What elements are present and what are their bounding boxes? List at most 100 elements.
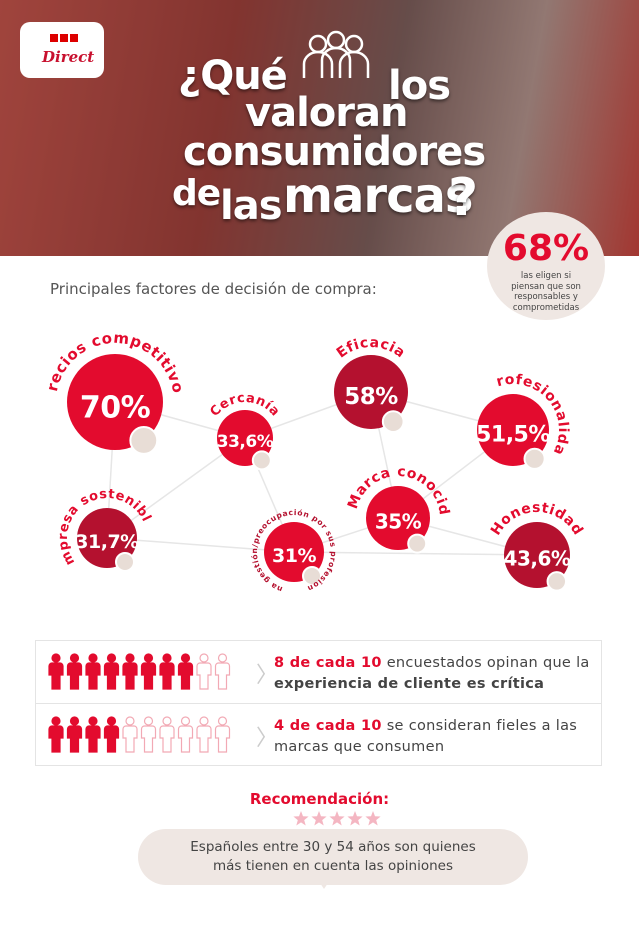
arrow: 〉 [256, 663, 279, 688]
factor-value: 33,6% [217, 432, 274, 452]
icon-badge [523, 447, 546, 470]
icon-badge [251, 450, 272, 471]
header [0, 0, 639, 256]
people-icon [302, 30, 370, 78]
factor-circle [477, 394, 549, 466]
person-head [88, 716, 98, 726]
recommendation-text: Españoles entre 30 y 54 años son quienes… [190, 839, 476, 874]
person-head [51, 716, 61, 726]
person-body [140, 662, 157, 690]
title: consumidores [183, 129, 486, 175]
icon-badge [407, 533, 428, 554]
person-head [162, 716, 172, 726]
person-filled [85, 716, 101, 753]
person-head [199, 653, 209, 663]
person-head [143, 716, 154, 726]
person-body [66, 725, 83, 753]
logo-text: Direct [42, 48, 95, 66]
title: valoran [245, 90, 408, 136]
icon-badge [115, 552, 135, 572]
person-empty [140, 716, 157, 753]
person-empty [122, 716, 138, 753]
title: de [172, 173, 221, 214]
person-filled [103, 653, 120, 690]
title: marcas [283, 168, 473, 224]
people-row [48, 716, 231, 753]
person-empty [214, 716, 231, 753]
person-filled [177, 653, 194, 690]
factor-value: 70% [80, 391, 151, 426]
factor-value: 43,6% [504, 546, 571, 570]
star [311, 811, 327, 826]
person-filled [140, 653, 157, 690]
person-empty [196, 653, 212, 690]
factor-circle [67, 354, 163, 450]
star [365, 811, 381, 826]
factor-circle [334, 355, 408, 429]
person-empty [214, 653, 231, 690]
person-filled [48, 716, 64, 753]
person-empty [177, 716, 194, 753]
person-body [214, 725, 231, 753]
person-body [48, 725, 64, 753]
person-body [140, 725, 157, 753]
person-body [103, 725, 120, 753]
person-body [48, 662, 64, 690]
person-head [69, 716, 80, 726]
stat-row: 〉 4 de cada 10 se consideran fieles a la… [36, 703, 601, 764]
person-body [159, 662, 175, 690]
factor-value: 58% [344, 384, 398, 410]
factor-circle [504, 522, 570, 588]
person-filled [85, 653, 101, 690]
link [293, 551, 538, 556]
star [293, 811, 309, 826]
person-head [106, 716, 117, 726]
person-head [106, 653, 117, 663]
link [106, 537, 295, 553]
person-head [143, 653, 154, 663]
stat-body: se consideran fieles a las marcas que co… [274, 718, 578, 756]
person-body [196, 725, 212, 753]
title: las [220, 183, 283, 229]
person-head [217, 653, 228, 663]
badge-value: 68% [502, 228, 590, 269]
person-head [69, 653, 80, 663]
factors: 70%Precios competitivos33,6%Cercanía58%E… [0, 320, 586, 594]
person-empty [159, 716, 175, 753]
person-filled [66, 653, 83, 690]
factor-value: 35% [375, 509, 422, 533]
person-filled [122, 653, 138, 690]
person-filled [159, 653, 175, 690]
subtitle: Principales factores de decisión de comp… [50, 280, 377, 298]
logo: Direct [20, 22, 104, 78]
recommendation-bubble: Españoles entre 30 y 54 años son quienes… [138, 829, 528, 889]
stars [293, 811, 381, 826]
star [347, 811, 363, 826]
stat-text: 4 de cada 10 se consideran fieles a las … [274, 716, 599, 758]
person-body [103, 662, 120, 690]
person-body [177, 662, 194, 690]
person-filled [66, 716, 83, 753]
stat-text: 8 de cada 10 encuestados opinan que la e… [274, 653, 599, 695]
icon-badge [546, 571, 568, 592]
person-head [199, 716, 209, 726]
factor-value: 31,7% [75, 531, 139, 553]
person-body [122, 662, 138, 690]
title: los [388, 63, 451, 109]
person-body [196, 662, 212, 690]
people-row [48, 653, 231, 690]
person-head [217, 716, 228, 726]
factor-value: 31% [272, 545, 316, 567]
person-head [162, 653, 172, 663]
icon-badge [381, 410, 405, 433]
person-body [85, 725, 101, 753]
stat-row: 〉 8 de cada 10 encuestados opinan que la… [36, 641, 601, 701]
person-head [125, 653, 135, 663]
badge: 68% las eligen si piensan que son respon… [487, 212, 605, 320]
stat-bold: experiencia de cliente es crítica [274, 676, 545, 693]
person-head [125, 716, 135, 726]
stat-highlight: 4 de cada 10 [274, 718, 382, 734]
person-body [214, 662, 231, 690]
recommendation-title: Recomendación: [249, 790, 390, 808]
